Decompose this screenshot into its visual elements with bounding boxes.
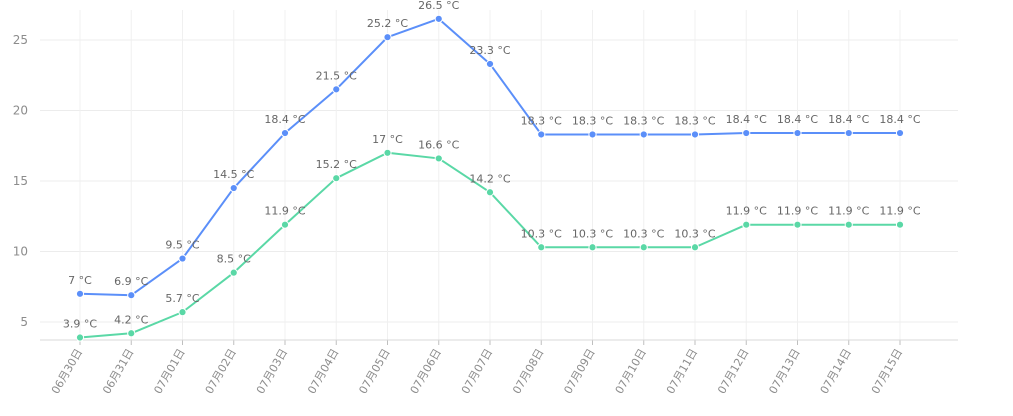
data-point	[690, 243, 700, 252]
data-label: 8.5 °C	[217, 253, 251, 266]
data-label: 10.3 °C	[521, 227, 562, 240]
data-point	[434, 154, 443, 163]
data-label: 17 °C	[372, 133, 403, 146]
x-tick-label: 07月15日	[869, 347, 905, 397]
data-point	[639, 243, 648, 252]
x-tick-label: 07月03日	[254, 347, 290, 397]
x-tick-label: 07月08日	[510, 347, 546, 397]
data-label: 23.3 °C	[469, 44, 510, 57]
data-label: 18.3 °C	[623, 114, 664, 127]
data-point	[588, 130, 597, 139]
data-point	[127, 329, 136, 338]
data-point	[742, 128, 751, 138]
data-label: 11.9 °C	[777, 205, 818, 218]
data-point	[742, 220, 751, 229]
data-label: 18.3 °C	[674, 114, 715, 127]
data-label: 18.4 °C	[264, 113, 305, 126]
data-label: 16.6 °C	[418, 138, 459, 151]
y-tick-label: 15	[13, 174, 28, 188]
data-label: 18.4 °C	[726, 113, 767, 126]
data-label: 9.5 °C	[165, 239, 199, 252]
data-point	[332, 174, 341, 183]
data-label: 5.7 °C	[165, 292, 199, 305]
data-label: 25.2 °C	[367, 17, 408, 30]
data-point	[332, 85, 341, 94]
x-tick-label: 07月13日	[766, 347, 802, 397]
data-point	[383, 33, 392, 42]
x-tick-label: 07月06日	[408, 347, 444, 397]
x-tick-label: 07月14日	[818, 347, 854, 397]
y-tick-label: 10	[13, 245, 28, 259]
x-tick-label: 07月04日	[305, 347, 341, 397]
data-label: 3.9 °C	[63, 318, 97, 331]
data-label: 10.3 °C	[572, 227, 613, 240]
data-label: 11.9 °C	[264, 205, 305, 218]
data-label: 10.3 °C	[674, 227, 715, 240]
x-tick-label: 06月30日	[49, 347, 85, 397]
data-point	[895, 220, 905, 229]
x-tick-label: 07月10日	[613, 347, 649, 397]
data-label: 10.3 °C	[623, 227, 664, 240]
data-point	[793, 128, 802, 138]
data-label: 14.5 °C	[213, 168, 254, 181]
data-label: 18.4 °C	[777, 113, 818, 126]
data-point	[485, 59, 495, 69]
data-label: 4.2 °C	[114, 313, 148, 326]
y-tick-label: 5	[20, 315, 28, 329]
data-point	[127, 291, 136, 300]
data-point	[75, 333, 85, 342]
x-tick-label: 07月12日	[715, 347, 751, 397]
data-point	[537, 243, 546, 252]
data-label: 18.3 °C	[572, 114, 613, 127]
data-label: 14.2 °C	[469, 172, 510, 185]
data-point	[844, 220, 853, 229]
data-point	[280, 220, 290, 229]
data-point	[844, 128, 853, 138]
data-point	[178, 308, 187, 317]
data-point	[383, 148, 392, 157]
data-point	[178, 254, 187, 263]
data-label: 11.9 °C	[726, 205, 767, 218]
data-label: 11.9 °C	[828, 205, 869, 218]
x-tick-label: 07月05日	[356, 347, 392, 397]
data-label: 6.9 °C	[114, 275, 148, 288]
data-label: 18.4 °C	[879, 113, 920, 126]
data-label: 7 °C	[68, 274, 92, 287]
data-point	[690, 130, 700, 139]
x-tick-label: 07月11日	[664, 347, 700, 397]
data-point	[434, 14, 443, 23]
data-point	[229, 268, 238, 277]
data-point	[793, 220, 802, 229]
data-label: 11.9 °C	[879, 205, 920, 218]
data-point	[639, 130, 648, 139]
x-tick-label: 06月31日	[100, 347, 136, 397]
y-tick-label: 20	[13, 104, 28, 118]
data-label: 18.3 °C	[521, 114, 562, 127]
x-tick-label: 07月02日	[203, 347, 239, 397]
data-point	[537, 130, 546, 139]
data-label: 21.5 °C	[316, 69, 357, 82]
data-label: 15.2 °C	[316, 158, 357, 171]
data-point	[895, 128, 905, 138]
data-point	[229, 183, 238, 193]
data-point	[485, 188, 495, 197]
x-tick-label: 07月01日	[151, 347, 187, 397]
x-tick-label: 07月07日	[459, 347, 495, 397]
data-point	[588, 243, 597, 252]
data-point	[75, 289, 85, 298]
data-point	[280, 128, 290, 138]
x-tick-label: 07月09日	[561, 347, 597, 397]
data-label: 18.4 °C	[828, 113, 869, 126]
y-tick-label: 25	[13, 33, 28, 47]
data-label: 26.5 °C	[418, 0, 459, 12]
